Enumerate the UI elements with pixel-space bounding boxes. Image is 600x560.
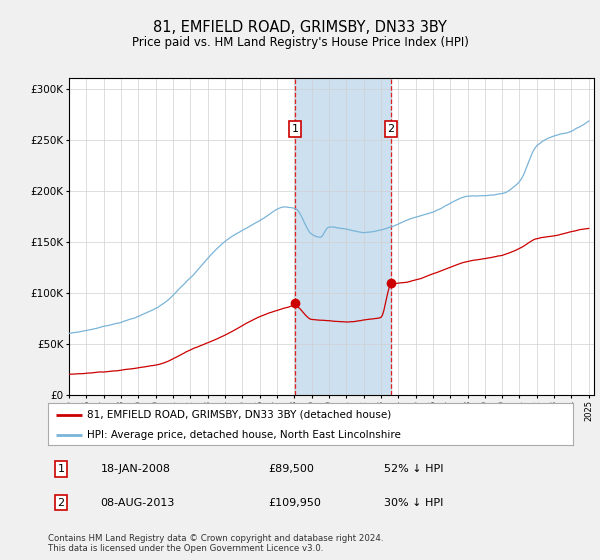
Text: 1: 1 <box>292 124 298 134</box>
Text: 81, EMFIELD ROAD, GRIMSBY, DN33 3BY (detached house): 81, EMFIELD ROAD, GRIMSBY, DN33 3BY (det… <box>88 410 392 420</box>
Text: 2: 2 <box>388 124 394 134</box>
Text: £89,500: £89,500 <box>269 464 314 474</box>
Text: 52% ↓ HPI: 52% ↓ HPI <box>384 464 443 474</box>
Text: £109,950: £109,950 <box>269 498 322 507</box>
Text: 18-JAN-2008: 18-JAN-2008 <box>101 464 170 474</box>
Text: Price paid vs. HM Land Registry's House Price Index (HPI): Price paid vs. HM Land Registry's House … <box>131 36 469 49</box>
Text: 81, EMFIELD ROAD, GRIMSBY, DN33 3BY: 81, EMFIELD ROAD, GRIMSBY, DN33 3BY <box>153 20 447 35</box>
Text: 2: 2 <box>58 498 65 507</box>
Text: HPI: Average price, detached house, North East Lincolnshire: HPI: Average price, detached house, Nort… <box>88 430 401 440</box>
Text: Contains HM Land Registry data © Crown copyright and database right 2024.
This d: Contains HM Land Registry data © Crown c… <box>48 534 383 553</box>
Text: 30% ↓ HPI: 30% ↓ HPI <box>384 498 443 507</box>
Text: 1: 1 <box>58 464 65 474</box>
Text: 08-AUG-2013: 08-AUG-2013 <box>101 498 175 507</box>
Bar <box>295 78 391 395</box>
